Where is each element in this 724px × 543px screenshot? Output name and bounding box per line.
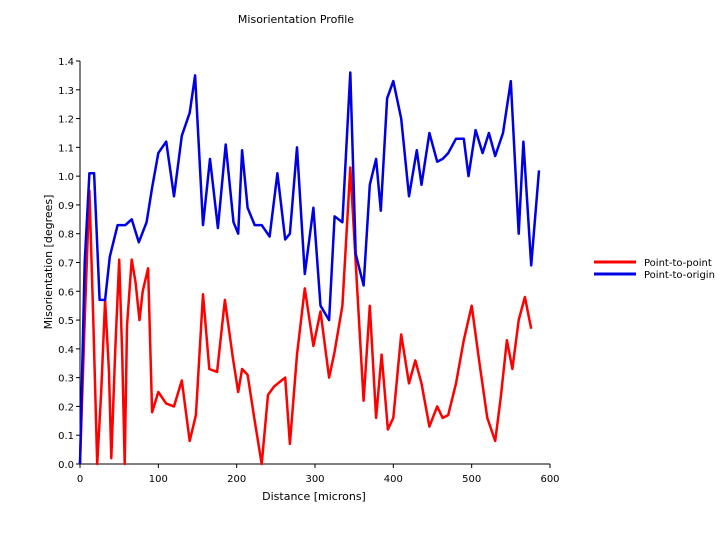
y-tick-label: 0.1 bbox=[58, 431, 74, 442]
y-axis-label: Misorientation [degrees] bbox=[42, 195, 55, 330]
y-tick-label: 0.7 bbox=[58, 259, 74, 270]
y-tick-label: 1.2 bbox=[58, 115, 74, 126]
series-line-point-to-origin bbox=[78, 71, 541, 465]
y-tick-label: 0.0 bbox=[58, 460, 74, 471]
x-tick-label: 100 bbox=[149, 474, 168, 485]
x-axis: 0 100 200 300 400 500 600 bbox=[77, 463, 560, 485]
y-tick-label: 0.6 bbox=[58, 287, 74, 298]
x-tick-label: 0 bbox=[77, 474, 83, 485]
y-tick-label: 0.4 bbox=[58, 345, 74, 356]
chart-title: Misorientation Profile bbox=[238, 13, 354, 26]
y-tick-label: 0.9 bbox=[58, 201, 74, 212]
legend-label-point-to-origin: Point-to-origin bbox=[644, 270, 715, 281]
x-tick-label: 200 bbox=[227, 474, 246, 485]
x-tick-label: 400 bbox=[384, 474, 403, 485]
y-tick-label: 0.3 bbox=[58, 374, 74, 385]
y-tick-label: 1.3 bbox=[58, 86, 74, 97]
x-tick-label: 600 bbox=[540, 474, 559, 485]
series-line-point-to-point bbox=[78, 166, 533, 466]
y-tick-label: 1.1 bbox=[58, 143, 74, 154]
x-axis-label: Distance [microns] bbox=[262, 490, 366, 503]
y-tick-label: 0.2 bbox=[58, 402, 74, 413]
y-axis: 0.0 0.1 0.2 0.3 0.4 0.5 0.6 0.7 0.8 0.9 1.0 1.1 1.2 1… bbox=[58, 57, 81, 471]
y-tick-label: 0.5 bbox=[58, 316, 74, 327]
y-tick-label: 1.4 bbox=[58, 57, 74, 68]
plot-series bbox=[78, 71, 541, 466]
legend-label-point-to-point: Point-to-point bbox=[644, 258, 712, 269]
x-tick-label: 300 bbox=[305, 474, 324, 485]
y-tick-label: 1.0 bbox=[58, 172, 74, 183]
y-tick-label: 0.8 bbox=[58, 230, 74, 241]
x-tick-label: 500 bbox=[462, 474, 481, 485]
